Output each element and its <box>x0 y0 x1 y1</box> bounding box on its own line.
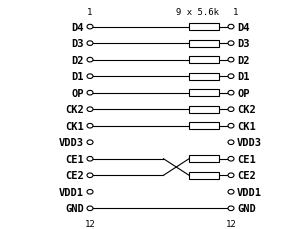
Circle shape <box>87 91 93 95</box>
Circle shape <box>228 206 234 211</box>
Circle shape <box>228 74 234 79</box>
Text: VDD3: VDD3 <box>59 138 84 147</box>
Circle shape <box>87 190 93 194</box>
Circle shape <box>87 42 93 46</box>
Bar <box>189 123 219 130</box>
Circle shape <box>87 206 93 211</box>
Text: VDD1: VDD1 <box>59 187 84 197</box>
Text: CE1: CE1 <box>237 154 256 164</box>
Circle shape <box>228 25 234 30</box>
Text: CE2: CE2 <box>65 171 84 180</box>
Circle shape <box>228 140 234 145</box>
Text: CK2: CK2 <box>65 105 84 115</box>
Text: OP: OP <box>237 88 250 98</box>
Circle shape <box>228 173 234 178</box>
Circle shape <box>228 107 234 112</box>
Bar <box>189 172 219 179</box>
Text: D3: D3 <box>71 39 84 49</box>
Text: OP: OP <box>71 88 84 98</box>
Text: VDD3: VDD3 <box>237 138 262 147</box>
Bar <box>189 24 219 31</box>
Circle shape <box>87 140 93 145</box>
Text: 12: 12 <box>85 219 95 228</box>
Circle shape <box>228 91 234 95</box>
Circle shape <box>87 25 93 30</box>
Circle shape <box>87 107 93 112</box>
Text: D1: D1 <box>71 72 84 82</box>
Bar <box>189 41 219 47</box>
Text: CK2: CK2 <box>237 105 256 115</box>
Text: GND: GND <box>65 203 84 213</box>
Circle shape <box>228 42 234 46</box>
Circle shape <box>87 173 93 178</box>
Text: 1: 1 <box>87 8 93 16</box>
Text: CE2: CE2 <box>237 171 256 180</box>
Text: 12: 12 <box>226 219 236 228</box>
Text: D3: D3 <box>237 39 250 49</box>
Bar <box>189 106 219 113</box>
Text: 9 x 5.6k: 9 x 5.6k <box>176 8 220 16</box>
Text: CE1: CE1 <box>65 154 84 164</box>
Bar <box>189 90 219 97</box>
Text: CK1: CK1 <box>237 121 256 131</box>
Bar <box>189 156 219 163</box>
Text: D4: D4 <box>71 22 84 33</box>
Circle shape <box>87 58 93 63</box>
Text: D2: D2 <box>237 55 250 65</box>
Circle shape <box>228 190 234 194</box>
Text: D1: D1 <box>237 72 250 82</box>
Bar <box>189 57 219 64</box>
Text: D4: D4 <box>237 22 250 33</box>
Circle shape <box>87 124 93 128</box>
Circle shape <box>87 74 93 79</box>
Circle shape <box>228 58 234 63</box>
Text: CK1: CK1 <box>65 121 84 131</box>
Bar <box>189 73 219 80</box>
Circle shape <box>228 157 234 161</box>
Circle shape <box>228 124 234 128</box>
Text: GND: GND <box>237 203 256 213</box>
Text: 1: 1 <box>232 8 238 16</box>
Text: VDD1: VDD1 <box>237 187 262 197</box>
Text: D2: D2 <box>71 55 84 65</box>
Circle shape <box>87 157 93 161</box>
